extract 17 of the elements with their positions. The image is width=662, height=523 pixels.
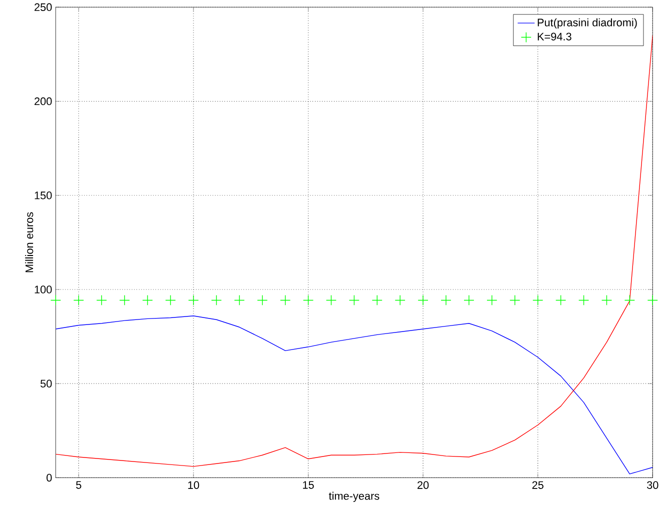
x-tick-label: 30 (646, 481, 658, 489)
y-tick-label: 0 (46, 474, 52, 482)
x-tick-label: 10 (188, 481, 200, 489)
y-tick-label: 50 (40, 380, 52, 388)
y-tick-label: 100 (34, 285, 52, 294)
y-tick-label: 150 (34, 191, 52, 200)
x-tick-label: 5 (76, 480, 82, 489)
y-tick-label: 200 (34, 97, 52, 105)
y-axis-title: Million euros (25, 212, 34, 272)
line-series (56, 315, 653, 474)
x-tick-label: 25 (532, 481, 544, 489)
x-tick-label: 20 (418, 481, 429, 489)
legend-label: Put(prasini diadromi) (538, 18, 637, 28)
legend-label: K=94.3 (538, 32, 572, 40)
x-tick-label: 15 (303, 480, 314, 489)
x-axis-title: time-years (328, 492, 380, 502)
y-tick-label: 250 (34, 3, 52, 11)
